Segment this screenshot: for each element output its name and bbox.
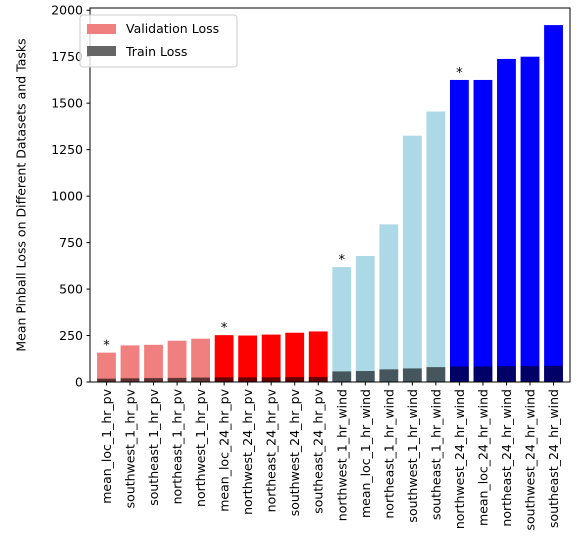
x-tick-label: southwest_24_hr_pv: [287, 388, 302, 516]
y-tick-label: 0: [75, 375, 83, 390]
x-tick-label: mean_loc_24_hr_pv: [217, 388, 232, 511]
validation-bar: [426, 111, 446, 382]
y-tick-label: 1750: [51, 49, 83, 64]
validation-bar: [97, 352, 116, 382]
x-tick-label: southeast_24_hr_wind: [546, 389, 561, 528]
x-tick-label: southwest_1_hr_wind: [405, 389, 420, 523]
legend: Validation Loss Train Loss: [79, 14, 238, 68]
train-bar: [379, 369, 399, 382]
annotation-marker: *: [103, 339, 110, 354]
x-tick-label: northeast_1_hr_pv: [170, 388, 185, 504]
train-bar: [261, 377, 281, 382]
x-tick-label: southeast_1_hr_wind: [428, 389, 443, 520]
train-bar: [144, 378, 163, 382]
validation-bar: [144, 344, 163, 382]
x-axis: mean_loc_1_hr_pv southwest_1_hr_pv southea…: [99, 382, 561, 531]
x-tick-label: mean_loc_1_hr_pv: [99, 388, 114, 503]
validation-bars: [97, 25, 563, 383]
x-tick-label: mean_loc_24_hr_wind: [475, 389, 490, 526]
validation-bar: [285, 332, 305, 382]
train-bars: [97, 365, 563, 382]
validation-bar: [473, 79, 493, 382]
train-bar: [238, 377, 258, 382]
x-tick-label: northeast_1_hr_wind: [381, 389, 396, 519]
validation-bar: [520, 56, 540, 382]
x-tick-label: northwest_1_hr_wind: [334, 389, 349, 521]
train-bar: [97, 378, 116, 382]
validation-bar: [544, 25, 563, 382]
x-tick-label: southeast_24_hr_pv: [311, 388, 326, 513]
train-bar: [285, 377, 305, 382]
y-tick-label: 500: [59, 282, 83, 297]
train-bar: [426, 367, 446, 382]
annotation-marker: *: [339, 253, 346, 268]
validation-bar: [379, 224, 399, 382]
validation-bar: [332, 267, 352, 382]
train-bar: [214, 377, 234, 382]
train-bar: [308, 376, 328, 382]
validation-bar: [214, 335, 234, 382]
annotation-marker: *: [221, 321, 228, 336]
legend-label-train: Train Loss: [125, 44, 187, 59]
validation-bar: [191, 338, 210, 382]
y-tick-label: 750: [59, 235, 83, 250]
train-bar: [191, 377, 210, 382]
plot-frame: [89, 7, 571, 383]
y-tick-label: 1250: [51, 142, 83, 157]
validation-bar: [355, 255, 375, 382]
x-tick-label: southeast_1_hr_pv: [146, 388, 161, 505]
x-tick-label: northeast_24_hr_wind: [499, 389, 514, 527]
y-tick-label: 2000: [51, 3, 83, 18]
x-tick-label: northeast_24_hr_pv: [264, 388, 279, 512]
train-bar: [544, 365, 563, 382]
validation-bar: [261, 334, 281, 382]
y-tick-label: 1500: [51, 96, 83, 111]
x-tick-label: northwest_24_hr_wind: [452, 389, 467, 529]
train-bar: [473, 366, 493, 382]
validation-bar: [308, 331, 328, 382]
x-tick-label: southwest_1_hr_pv: [123, 388, 138, 508]
validation-bar: [167, 340, 187, 382]
x-tick-label: northwest_1_hr_pv: [193, 388, 208, 507]
annotation-marker: *: [456, 66, 463, 81]
y-axis: 0 250 500 750 1000 1250 1500 1750 2000: [51, 3, 90, 390]
validation-bar: [497, 58, 516, 383]
train-bar: [355, 371, 375, 382]
legend-label-validation: Validation Loss: [126, 21, 219, 36]
legend-box: [79, 14, 238, 68]
validation-bar: [120, 345, 140, 382]
annotations: * * * *: [103, 66, 463, 354]
train-bar: [402, 368, 422, 382]
legend-swatch-validation: [87, 24, 116, 34]
train-bar: [332, 371, 352, 382]
validation-bar: [450, 79, 469, 382]
x-tick-label: northwest_24_hr_pv: [240, 388, 255, 515]
x-tick-label: southwest_24_hr_wind: [523, 389, 538, 531]
y-axis-label: Mean Pinball Loss on Different Datasets …: [14, 38, 29, 351]
y-tick-label: 250: [59, 328, 83, 343]
validation-bar: [238, 335, 258, 382]
legend-swatch-train: [87, 46, 116, 56]
validation-bar: [402, 135, 422, 382]
train-bar: [120, 378, 140, 382]
train-bar: [520, 366, 540, 382]
y-tick-label: 1000: [51, 189, 83, 204]
x-tick-label: mean_loc_1_hr_wind: [358, 389, 373, 518]
train-bar: [497, 366, 516, 382]
train-bar: [450, 366, 469, 382]
train-bar: [167, 377, 187, 382]
